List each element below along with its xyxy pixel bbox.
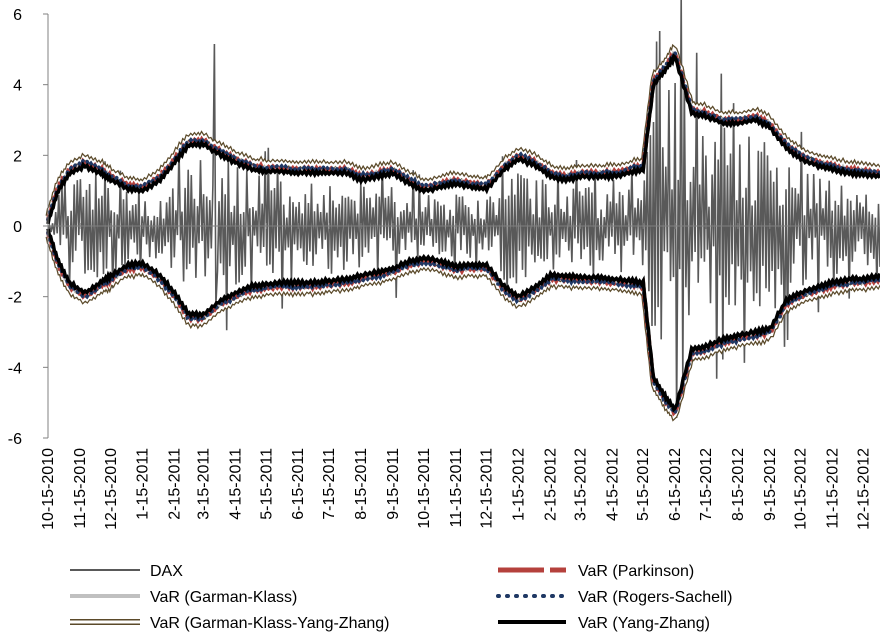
x-tick-label: 12-15-2011 bbox=[479, 448, 496, 529]
x-tick-label: 5-15-2011 bbox=[258, 448, 275, 520]
series-yang-zhang-upper bbox=[46, 52, 880, 225]
x-tick-label: 7-15-2012 bbox=[698, 448, 715, 521]
legend-item-garman-klass: VaR (Garman-Klass) bbox=[70, 589, 297, 606]
x-tick-label: 1-15-2011 bbox=[135, 448, 152, 520]
x-tick-label: 10-15-2010 bbox=[40, 448, 57, 530]
x-tick-label: 3-15-2012 bbox=[572, 448, 589, 521]
legend-label-yang-zhang: VaR (Yang-Zhang) bbox=[578, 615, 710, 632]
legend: DAX VaR (Garman-Klass) VaR (Garman-Klass… bbox=[70, 563, 732, 632]
series-gkyz-inner-upper bbox=[46, 46, 880, 217]
x-tick-label: 8-15-2012 bbox=[730, 448, 747, 521]
x-tick-label: 6-15-2012 bbox=[667, 448, 684, 521]
x-tick-label: 12-15-2010 bbox=[103, 448, 120, 530]
legend-item-yang-zhang: VaR (Yang-Zhang) bbox=[498, 615, 710, 632]
legend-label-parkinson: VaR (Parkinson) bbox=[578, 563, 694, 580]
x-tick-label: 1-15-2012 bbox=[511, 448, 528, 521]
series-parkinson-lower bbox=[46, 231, 880, 417]
axes: 6 4 2 0 -2 -4 -6 10-15-2010 11-15-2010 12-15-2010… bbox=[8, 7, 880, 530]
y-tick-label: -4 bbox=[8, 360, 22, 377]
x-tick-label: 11-15-2011 bbox=[448, 448, 465, 528]
series-garman-klass-lower bbox=[46, 230, 880, 416]
series-rogers-sachell-upper bbox=[46, 48, 880, 222]
legend-label-rogers-sachell: VaR (Rogers-Sachell) bbox=[578, 589, 732, 606]
y-tick-label: -2 bbox=[8, 290, 22, 307]
x-tick-label: 7-15-2011 bbox=[321, 448, 338, 520]
plot-area bbox=[45, 0, 880, 422]
x-tick-label: 2-15-2011 bbox=[167, 448, 184, 520]
series-dax bbox=[47, 0, 880, 419]
legend-item-dax: DAX bbox=[70, 563, 183, 580]
x-tick-label: 10-15-2012 bbox=[793, 448, 810, 530]
series-yang-zhang-lower bbox=[46, 228, 880, 413]
legend-label-dax: DAX bbox=[150, 563, 183, 580]
x-tick-label: 11-15-2010 bbox=[72, 448, 89, 529]
legend-label-garman-klass: VaR (Garman-Klass) bbox=[150, 589, 297, 606]
x-tick-label: 8-15-2011 bbox=[353, 448, 370, 520]
x-tick-label: 5-15-2012 bbox=[635, 448, 652, 521]
x-tick-label: 6-15-2011 bbox=[290, 448, 307, 520]
series-rogers-sachell-lower bbox=[46, 231, 880, 417]
x-tick-label: 9-15-2011 bbox=[385, 448, 402, 520]
x-tick-label: 4-15-2012 bbox=[604, 448, 621, 521]
y-tick-label: 4 bbox=[13, 78, 22, 95]
legend-item-gkyz: VaR (Garman-Klass-Yang-Zhang) bbox=[70, 615, 390, 632]
x-tick-label: 3-15-2011 bbox=[195, 448, 212, 520]
x-tick-label: 11-15-2012 bbox=[825, 448, 842, 529]
y-tick-label: 6 bbox=[13, 7, 22, 24]
legend-item-parkinson: VaR (Parkinson) bbox=[498, 563, 694, 580]
x-tick-label: 9-15-2012 bbox=[762, 448, 779, 521]
x-tick-label: 4-15-2011 bbox=[227, 448, 244, 520]
x-tick-label: 12-15-2012 bbox=[856, 448, 873, 530]
y-tick-label: 0 bbox=[13, 219, 22, 236]
x-tick-label: 10-15-2011 bbox=[416, 448, 433, 529]
y-tick-label: 2 bbox=[13, 148, 22, 165]
y-tick-label: -6 bbox=[8, 431, 22, 448]
legend-item-rogers-sachell: VaR (Rogers-Sachell) bbox=[496, 589, 732, 606]
legend-label-gkyz: VaR (Garman-Klass-Yang-Zhang) bbox=[150, 615, 390, 632]
x-tick-label: 2-15-2012 bbox=[542, 448, 559, 521]
